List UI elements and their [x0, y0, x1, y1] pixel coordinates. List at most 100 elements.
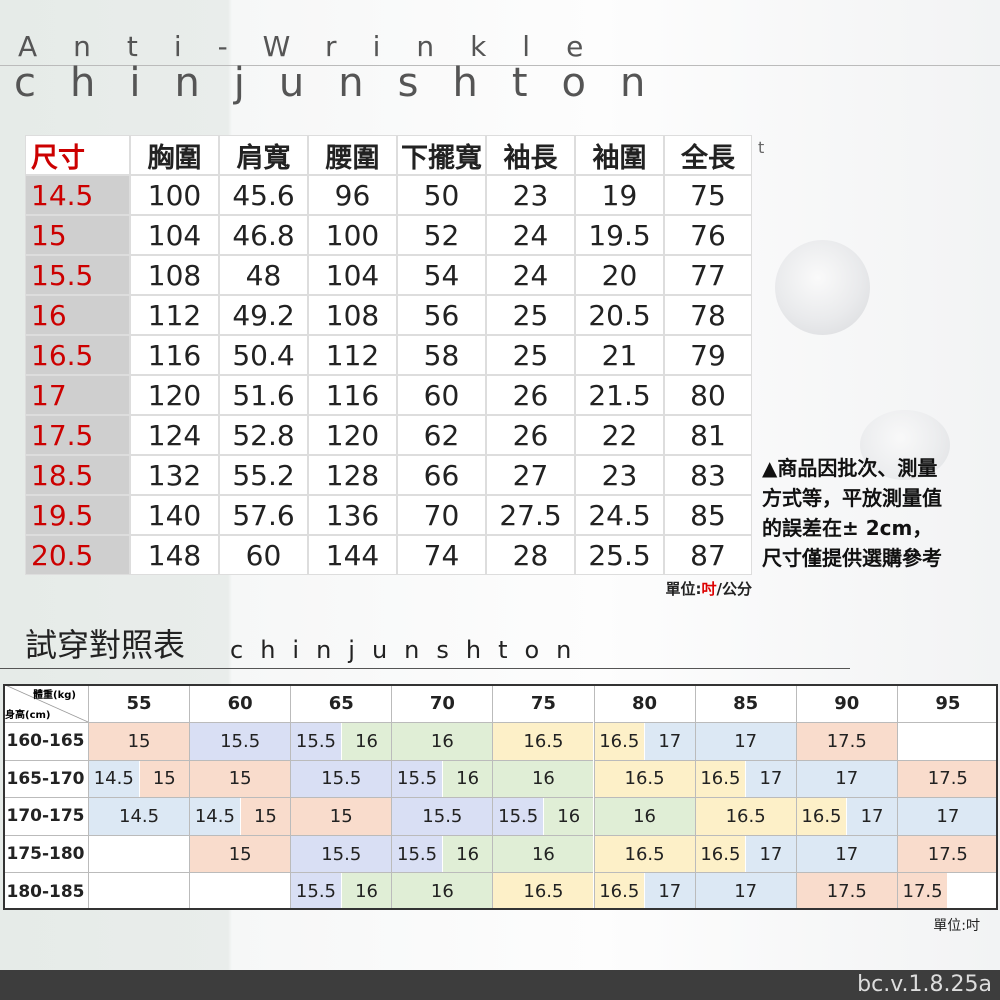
size-table-cell: 60 [219, 535, 308, 575]
size-table-cell: 70 [397, 495, 486, 535]
size-table-cell: 18.5 [25, 455, 130, 495]
fit-size: 16 [543, 798, 594, 835]
fit-cell-frame [391, 872, 493, 910]
size-table-cell: 104 [130, 215, 219, 255]
fit-size: 17 [897, 798, 998, 835]
fit-size: 16.5 [695, 798, 796, 835]
fit-cell-frame [593, 797, 695, 835]
fit-size: 14.5 [89, 798, 190, 835]
unit-part: 單位: [665, 580, 702, 598]
button-decor [860, 410, 950, 480]
size-table-cell: 24.5 [575, 495, 664, 535]
weight-header: 60 [189, 684, 290, 722]
size-table-cell: 27 [486, 455, 575, 495]
size-table-cell: 52.8 [219, 415, 308, 455]
height-header: 175-180 [3, 834, 88, 873]
weight-header: 70 [391, 684, 492, 722]
fit-size: 15.5 [291, 873, 341, 910]
fit-cell-frame [391, 722, 493, 760]
size-table-cell: 20.5 [25, 535, 130, 575]
size-table-cell: 76 [664, 215, 752, 255]
size-table-cell: 55.2 [219, 455, 308, 495]
fit-cell-frame [290, 722, 392, 760]
size-table-cell: 46.8 [219, 215, 308, 255]
fit-cell-frame [492, 834, 594, 873]
note-line: ▲商品因批次、測量 [762, 456, 938, 480]
size-table-cell: 83 [664, 455, 752, 495]
brand: chinjunshton [14, 60, 680, 106]
fit-cell-frame [391, 834, 493, 873]
fit-cell-frame [795, 872, 897, 910]
size-table-cell: 77 [664, 255, 752, 295]
fit-brand: chinjunshton [230, 636, 589, 664]
size-table-cell: 23 [486, 175, 575, 215]
fit-size: 15.5 [392, 798, 493, 835]
unit-part: /公分 [716, 580, 752, 598]
size-table-cell: 20 [575, 255, 664, 295]
note-line: 尺寸僅提供選購參考 [762, 546, 942, 570]
size-table-cell: 19 [575, 175, 664, 215]
fit-size: 16 [594, 798, 695, 835]
size-table-cell: 52 [397, 215, 486, 255]
weight-header: 75 [492, 684, 593, 722]
weight-header: 80 [593, 684, 695, 722]
fit-cell-frame [189, 834, 291, 873]
fit-size: 16.5 [594, 760, 695, 798]
fit-cell-frame [593, 872, 695, 910]
fit-title: 試穿對照表 [25, 626, 186, 664]
fit-size: 16 [442, 760, 493, 798]
size-table-cell: 19.5 [25, 495, 130, 535]
fit-size: 15.5 [291, 760, 392, 798]
fit-cell-frame [896, 834, 998, 873]
size-table-header: 下擺寬 [397, 135, 486, 175]
size-table-cell: 26 [486, 415, 575, 455]
size-table-cell: 108 [130, 255, 219, 295]
size-table-cell: 15.5 [25, 255, 130, 295]
size-table-cell: 116 [130, 335, 219, 375]
fit-size: 17 [796, 760, 897, 798]
size-table-cell: 116 [308, 375, 397, 415]
fit-size: 17 [796, 835, 897, 873]
size-table-header: 袖圍 [575, 135, 664, 175]
fit-unit: 單位:吋 [933, 918, 980, 934]
size-table-cell: 81 [664, 415, 752, 455]
tagline: Anti-Wrinkle [18, 30, 620, 63]
size-table-cell: 27.5 [486, 495, 575, 535]
fit-cell-frame [694, 797, 796, 835]
fit-size: 14.5 [190, 798, 240, 835]
unit-label: 單位:吋/公分 [600, 578, 753, 599]
fit-cell-frame [290, 797, 392, 835]
fit-rule [0, 668, 850, 669]
fit-cell-frame [492, 759, 594, 798]
size-table-cell: 22 [575, 415, 664, 455]
fit-cell-frame [694, 872, 796, 910]
fit-cell-frame [795, 722, 897, 760]
size-table-cell: 120 [130, 375, 219, 415]
fit-size: 16 [341, 723, 392, 760]
version: bc.v.1.8.25a [857, 972, 992, 997]
size-table-header: 胸圍 [130, 135, 219, 175]
fit-size: 16.5 [796, 798, 847, 835]
size-table-cell: 24 [486, 215, 575, 255]
fit-size: 15 [240, 798, 291, 835]
fit-cell-frame [694, 834, 796, 873]
footer-bar: bc.v.1.8.25a [0, 970, 1000, 1000]
fit-size: 16.5 [695, 760, 746, 798]
fit-table-border [3, 684, 998, 910]
weight-header: 85 [694, 684, 796, 722]
fit-size: 17 [695, 723, 796, 760]
height-header: 180-185 [3, 872, 88, 910]
size-table-cell: 25 [486, 335, 575, 375]
size-table-cell: 85 [664, 495, 752, 535]
size-table-cell: 104 [308, 255, 397, 295]
size-table-cell: 124 [130, 415, 219, 455]
fit-cell-frame [896, 872, 998, 910]
size-table-cell: 14.5 [25, 175, 130, 215]
size-table-cell: 62 [397, 415, 486, 455]
unit-part: 吋 [701, 580, 717, 598]
size-table-cell: 54 [397, 255, 486, 295]
fit-size: 15 [190, 835, 291, 873]
fit-cell-frame [88, 834, 190, 873]
fit-cell-frame [88, 797, 190, 835]
size-table-header: 腰圍 [308, 135, 397, 175]
